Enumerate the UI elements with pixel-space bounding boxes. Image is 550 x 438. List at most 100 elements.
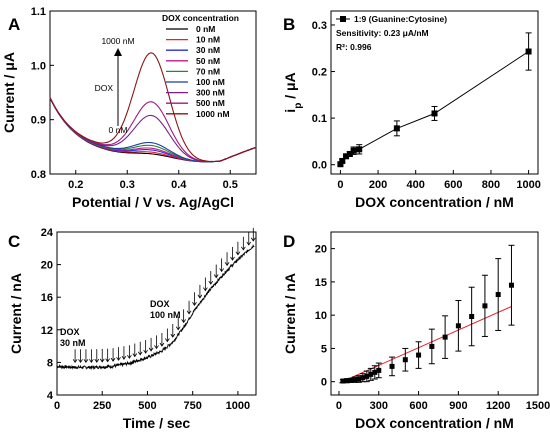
data-point xyxy=(356,146,363,153)
injection-arrow-head xyxy=(246,241,252,246)
data-point xyxy=(416,352,422,358)
x-tick-label: 1200 xyxy=(486,400,510,412)
y-tick-label: 0 xyxy=(321,377,327,389)
data-point xyxy=(368,371,374,377)
data-point xyxy=(344,378,350,384)
y-axis-label-main: i xyxy=(282,109,298,113)
y-tick-label: 1.0 xyxy=(31,60,46,72)
x-tick-label: 0.5 xyxy=(223,179,238,191)
x-tick-label: 0.2 xyxy=(68,179,83,191)
plot-frame xyxy=(56,231,257,396)
y-tick-label: 1.1 xyxy=(31,6,46,18)
data-point xyxy=(350,147,357,154)
data-point xyxy=(431,110,438,117)
injection-arrow-head xyxy=(110,357,116,362)
y-tick-label: 5 xyxy=(321,343,327,355)
data-point xyxy=(343,153,350,160)
y-tick-label: 16 xyxy=(41,292,53,304)
data-point xyxy=(482,303,488,309)
injection-arrow-head xyxy=(175,326,181,331)
data-point xyxy=(376,367,382,373)
data-point xyxy=(469,313,475,319)
y-tick-label: 0.2 xyxy=(312,67,327,79)
injection-arrow-head xyxy=(132,353,138,358)
x-tick-label: 600 xyxy=(444,179,462,191)
injection-arrow-head xyxy=(213,274,219,279)
y-axis-label: ip / μA xyxy=(282,72,304,112)
x-axis-label: Potential / V vs. Ag/AgCl xyxy=(72,194,234,210)
y-tick-label: 20 xyxy=(315,244,327,256)
data-point xyxy=(348,377,354,383)
injection-arrow-head xyxy=(159,342,165,347)
legend-entry: 500 nM xyxy=(196,98,225,108)
panel-a: 0.2 0.3 0.4 0.5 0.8 0.9 1.0 1.1 Potential / V vs… xyxy=(1,6,257,210)
r-squared-text: R²: 0.996 xyxy=(336,42,372,52)
legend-entry: 1:9 (Guanine:Cytosine) xyxy=(354,14,447,24)
annotation-middle: DOX xyxy=(95,83,114,93)
data-point xyxy=(339,157,346,164)
x-tick-label: 750 xyxy=(184,400,202,412)
legend-entry: 1000 nM xyxy=(196,109,230,119)
plot-frame xyxy=(49,10,257,175)
annotation-dox-100-line1: DOX xyxy=(150,299,170,309)
data-point xyxy=(495,292,501,298)
panel-label: B xyxy=(283,15,295,34)
panel-c: 0 250 500 750 1000 4 8 12 16 20 24 Time / sec Curren… xyxy=(8,227,257,431)
annotation-dox-30-line1: DOX xyxy=(60,327,80,337)
panel-label: D xyxy=(283,232,295,251)
injection-arrow-head xyxy=(83,359,89,364)
y-tick-label: 12 xyxy=(41,325,53,337)
x-tick-label: 1000 xyxy=(226,400,250,412)
annotation-bottom: 0 nM xyxy=(109,125,128,135)
current-trace xyxy=(56,243,255,371)
injection-arrow-head xyxy=(235,251,241,256)
data-point xyxy=(402,357,408,363)
annotation-top: 1000 nM xyxy=(101,36,134,46)
y-tick-label: 0.3 xyxy=(312,20,327,32)
legend-entry: 30 nM xyxy=(196,45,220,55)
injection-arrow-head xyxy=(165,338,170,343)
data-point xyxy=(360,375,366,381)
injection-arrow-head xyxy=(250,237,256,242)
y-tick-label: 0.0 xyxy=(312,160,327,172)
x-tick-label: 300 xyxy=(370,400,388,412)
data-point xyxy=(455,323,461,329)
injection-arrow-head xyxy=(148,347,154,352)
sensitivity-text: Sensitivity: 0.23 μA/nM xyxy=(336,28,429,38)
x-tick-label: 1000 xyxy=(516,179,540,191)
data-point xyxy=(393,125,400,132)
x-tick-label: 0 xyxy=(337,179,343,191)
annotation-dox-100-line2: 100 nM xyxy=(150,310,181,320)
plot-frame xyxy=(330,231,539,396)
x-tick-label: 800 xyxy=(482,179,500,191)
y-tick-label: 24 xyxy=(41,227,54,239)
x-tick-label: 900 xyxy=(449,400,467,412)
injection-arrow-head xyxy=(121,355,127,360)
injection-arrow-head xyxy=(230,256,235,261)
y-tick-label: 0.8 xyxy=(31,169,46,181)
x-tick-label: 0.4 xyxy=(171,179,187,191)
data-point xyxy=(525,48,532,55)
injection-arrow-head xyxy=(99,358,105,363)
x-tick-label: 0 xyxy=(54,400,60,412)
dox-arrow-head xyxy=(114,48,122,56)
x-tick-label: 500 xyxy=(138,400,156,412)
data-point xyxy=(337,161,344,168)
y-tick-label: 15 xyxy=(315,277,327,289)
x-axis-label: Time / sec xyxy=(123,415,191,431)
injection-arrow-head xyxy=(170,333,176,338)
y-axis-label-unit: / μA xyxy=(282,72,298,102)
data-point xyxy=(442,334,448,340)
x-tick-label: 200 xyxy=(369,179,387,191)
injection-arrow-head xyxy=(203,287,208,292)
x-axis-label: DOX concentration / nM xyxy=(355,194,514,210)
injection-arrow-head xyxy=(127,354,132,359)
legend-entry: 0 nM xyxy=(196,24,215,34)
legend-entry: 50 nM xyxy=(196,56,220,66)
injection-arrow-head xyxy=(116,356,121,361)
injection-arrow-head xyxy=(94,358,100,363)
y-tick-label: 10 xyxy=(315,310,327,322)
injection-arrow-head xyxy=(192,302,197,306)
data-point xyxy=(364,373,370,379)
